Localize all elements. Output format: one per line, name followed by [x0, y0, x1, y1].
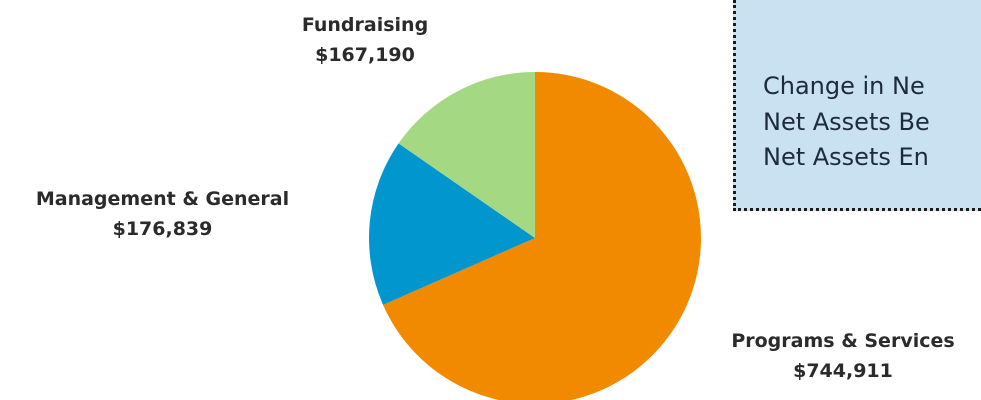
net-assets-callout-box: Change in Ne Net Assets Be Net Assets En — [733, 0, 981, 211]
pie-slice-management-general — [369, 143, 535, 305]
slice-label-programs-services-name: Programs & Services — [731, 330, 955, 352]
slice-label-fundraising-name: Fundraising — [301, 14, 429, 36]
slice-label-fundraising: Fundraising $167,190 — [240, 10, 490, 70]
net-assets-line-beginning: Net Assets Be — [763, 108, 930, 136]
net-assets-line-change: Change in Ne — [763, 72, 925, 100]
pie-slice-fundraising — [398, 71, 535, 238]
slice-label-management-general-name: Management & General — [35, 188, 290, 210]
slice-label-management-general-value: $176,839 — [112, 218, 213, 240]
pie-slice-programs-services — [383, 72, 701, 400]
slice-label-fundraising-value: $167,190 — [315, 44, 415, 66]
slice-label-management-general: Management & General $176,839 — [0, 184, 325, 244]
net-assets-line-end: Net Assets En — [763, 143, 929, 171]
slice-label-programs-services: Programs & Services $744,911 — [708, 326, 978, 386]
slice-label-programs-services-value: $744,911 — [793, 360, 893, 382]
